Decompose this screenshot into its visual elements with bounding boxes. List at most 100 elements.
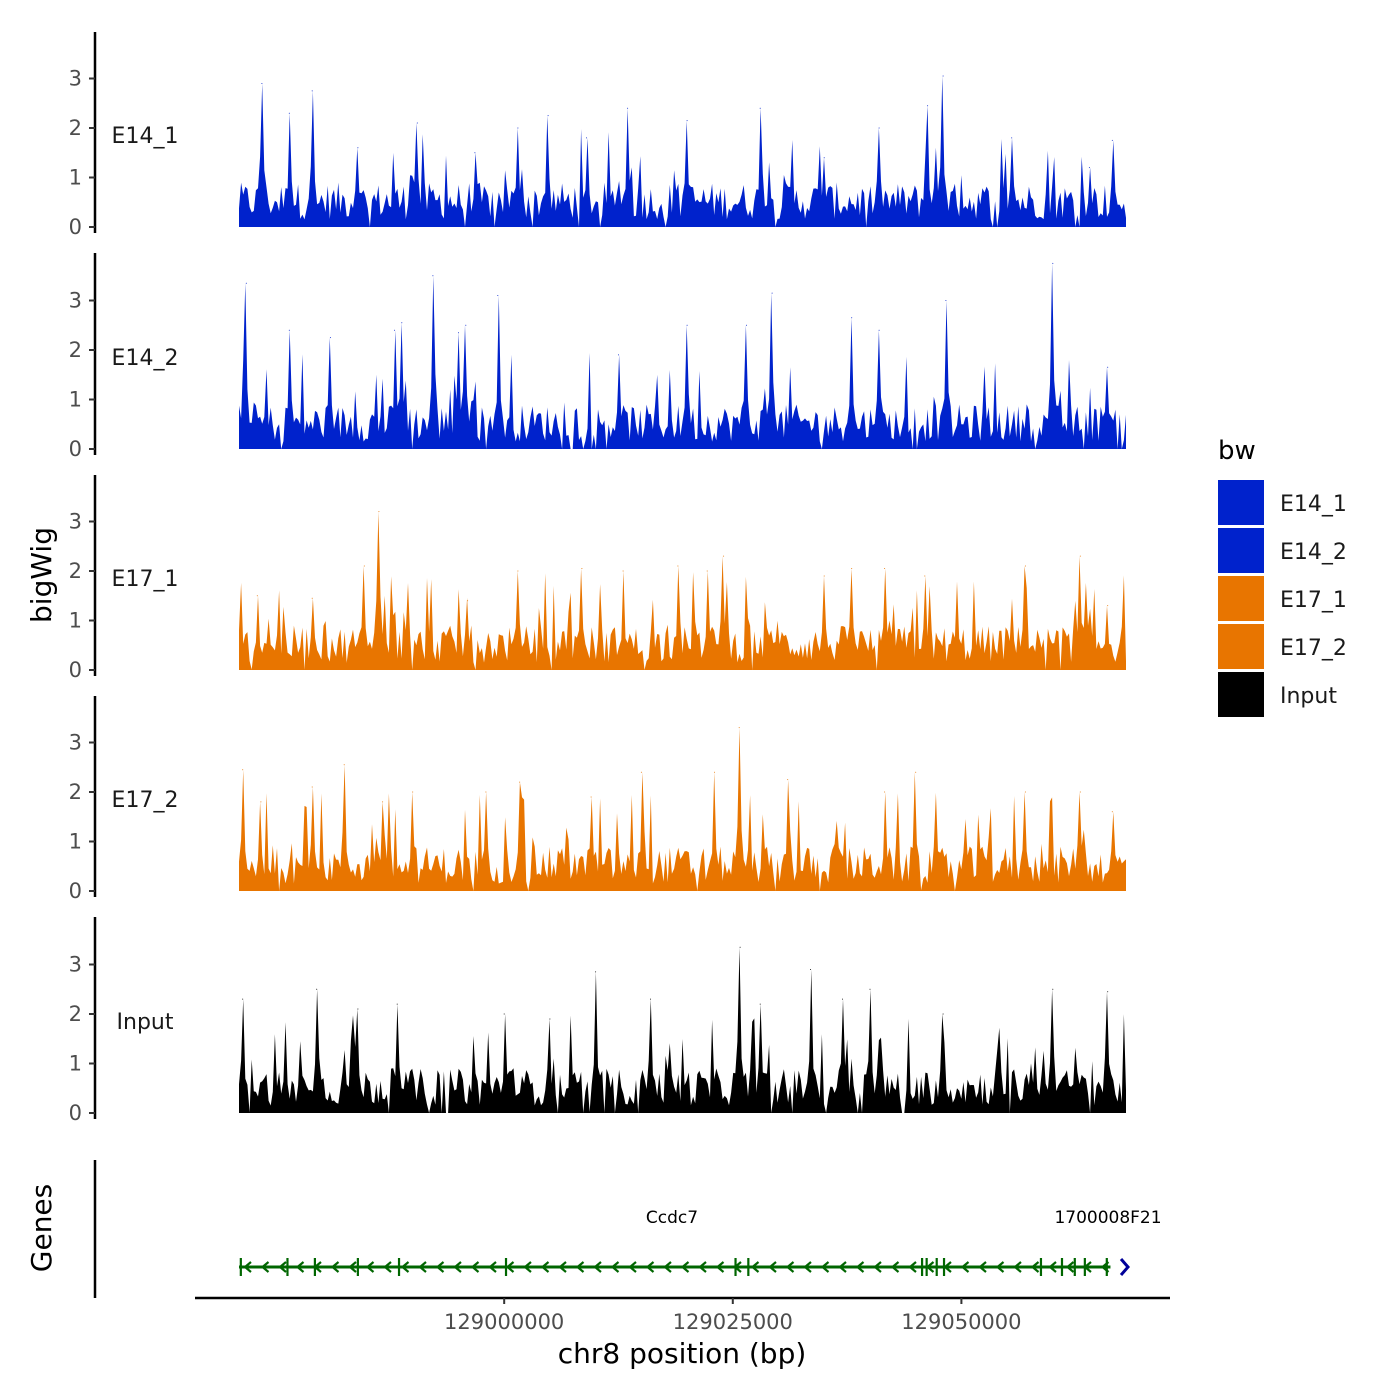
track-label-E17_2: E17_2 bbox=[112, 788, 179, 813]
peak-point bbox=[245, 282, 247, 284]
peak-point bbox=[517, 570, 519, 572]
peak-point bbox=[311, 786, 313, 788]
legend-label-E14_1: E14_1 bbox=[1280, 492, 1347, 517]
strand-arrow bbox=[383, 1261, 392, 1273]
strand-arrow bbox=[890, 1261, 900, 1273]
peak-point bbox=[311, 90, 313, 92]
strand-arrow bbox=[908, 1261, 917, 1273]
strand-arrow bbox=[820, 1261, 830, 1273]
y-tick-label: 3 bbox=[69, 289, 82, 313]
peak-point bbox=[467, 600, 469, 602]
strand-arrow bbox=[978, 1261, 987, 1273]
peak-point bbox=[357, 147, 359, 149]
strand-arrow bbox=[1065, 1261, 1075, 1273]
peak-point bbox=[311, 597, 313, 599]
track-label-E14_1: E14_1 bbox=[112, 124, 179, 149]
strand-arrow bbox=[628, 1261, 637, 1273]
x-axis: 129000000 129025000 129050000 bbox=[195, 1296, 1170, 1334]
peak-point bbox=[771, 292, 773, 294]
legend-swatch-E14_1 bbox=[1218, 480, 1264, 526]
peak-point bbox=[547, 115, 549, 117]
peak-point bbox=[627, 107, 629, 109]
strand-arrow bbox=[698, 1261, 707, 1273]
peak-point bbox=[869, 988, 871, 990]
y-tick-label: 1 bbox=[69, 388, 82, 412]
y-tick-label: 0 bbox=[69, 879, 82, 903]
peak-point bbox=[746, 324, 747, 326]
peak-point bbox=[878, 127, 880, 129]
peak-point bbox=[810, 969, 811, 970]
peak-point bbox=[1052, 262, 1054, 264]
peak-point bbox=[823, 575, 825, 577]
y-tick-label: 2 bbox=[69, 1002, 82, 1026]
peak-point bbox=[382, 801, 384, 803]
y-tick-label: 3 bbox=[69, 953, 82, 977]
legend-swatch-Input bbox=[1218, 672, 1264, 718]
track-label-E14_2: E14_2 bbox=[112, 346, 179, 371]
peak-point bbox=[412, 791, 414, 793]
peak-point bbox=[1111, 811, 1113, 813]
peak-point bbox=[458, 332, 459, 334]
peak-point bbox=[549, 1018, 551, 1020]
peak-point bbox=[739, 946, 741, 948]
peak-point bbox=[942, 75, 944, 77]
peak-point bbox=[1011, 137, 1013, 139]
peak-point bbox=[485, 791, 487, 793]
peak-point bbox=[517, 127, 519, 129]
peak-point bbox=[1111, 139, 1113, 141]
peak-point bbox=[595, 971, 597, 973]
gene-Ccdc7: Ccdc7 bbox=[239, 1208, 1111, 1276]
coverage-area-E14_2 bbox=[239, 263, 1126, 449]
coverage-area-E17_2 bbox=[239, 727, 1126, 891]
y-tick-label: 2 bbox=[69, 116, 82, 140]
strand-arrow bbox=[610, 1261, 620, 1273]
y-axis-title: bigWig bbox=[25, 527, 58, 623]
track-E14_2: 0 1 2 3 E14_2 bbox=[69, 253, 1126, 461]
track-E14_1: 0 1 2 3 E14_1 bbox=[69, 32, 1126, 239]
gene-1700008F21: 1700008F21 bbox=[1054, 1208, 1162, 1276]
peak-point bbox=[884, 791, 886, 793]
coverage-area-E14_1 bbox=[239, 76, 1126, 227]
peak-point bbox=[401, 322, 403, 324]
strand-arrow bbox=[1119, 1258, 1130, 1276]
strand-arrow bbox=[365, 1261, 375, 1273]
strand-arrow bbox=[505, 1261, 515, 1273]
y-tick-label: 0 bbox=[69, 1101, 82, 1125]
strand-arrow bbox=[488, 1261, 497, 1273]
peak-point bbox=[503, 1013, 505, 1015]
peak-point bbox=[288, 329, 290, 331]
strand-arrow bbox=[260, 1261, 270, 1273]
peak-point bbox=[581, 568, 583, 569]
peak-point bbox=[924, 575, 926, 577]
strand-arrow bbox=[278, 1261, 287, 1273]
y-tick-label: 3 bbox=[69, 67, 82, 91]
legend-swatch-E14_2 bbox=[1218, 528, 1264, 574]
y-tick-label: 0 bbox=[69, 658, 82, 682]
legend: E14_1 E14_2 E17_1 E17_2 Input bbox=[1218, 480, 1347, 719]
peak-point bbox=[884, 568, 886, 569]
y-tick-label: 0 bbox=[69, 437, 82, 461]
peak-point bbox=[465, 324, 467, 326]
peak-point bbox=[851, 568, 853, 569]
strand-arrow bbox=[453, 1261, 462, 1273]
y-tick-label: 1 bbox=[69, 166, 82, 190]
peak-point bbox=[242, 998, 244, 1000]
strand-arrow bbox=[400, 1261, 410, 1273]
peak-point bbox=[1107, 991, 1109, 993]
peak-point bbox=[261, 83, 263, 84]
y-tick-label: 1 bbox=[69, 1052, 82, 1076]
peak-point bbox=[394, 329, 395, 331]
peak-point bbox=[1024, 791, 1026, 793]
legend-swatch-E17_1 bbox=[1218, 576, 1264, 622]
strand-arrow bbox=[645, 1261, 655, 1273]
y-tick-label: 3 bbox=[69, 510, 82, 534]
peak-point bbox=[677, 565, 679, 567]
coverage-area-E17_1 bbox=[239, 511, 1126, 670]
peak-point bbox=[329, 337, 331, 339]
strand-arrow bbox=[873, 1261, 882, 1273]
peak-point bbox=[590, 796, 592, 798]
peak-point bbox=[256, 595, 258, 597]
peak-point bbox=[416, 122, 418, 124]
legend-title: bw bbox=[1218, 436, 1256, 466]
peak-point bbox=[851, 317, 853, 319]
